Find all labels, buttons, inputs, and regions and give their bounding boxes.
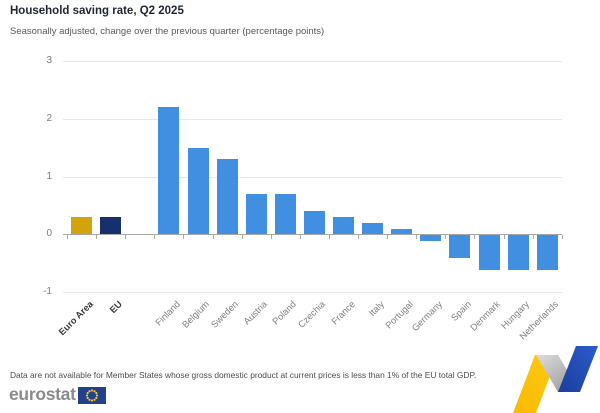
bar-netherlands[interactable] <box>536 235 558 270</box>
bar-spain[interactable] <box>449 235 471 259</box>
axis-tick <box>67 235 68 240</box>
axis-tick <box>299 235 301 240</box>
axis-tick <box>270 235 272 240</box>
y-axis-tick-label: 0 <box>46 228 52 240</box>
bar-hungary[interactable] <box>507 235 529 270</box>
y-axis-tick-label: 3 <box>46 55 52 66</box>
axis-tick <box>503 235 505 240</box>
eurostat-logo-text: eurostat <box>9 384 76 404</box>
axis-tick <box>358 235 359 240</box>
x-axis-label-belgium: Belgium <box>180 299 212 330</box>
gridline <box>63 118 562 120</box>
axis-tick <box>532 235 534 240</box>
footnote: Data are not available for Member States… <box>10 370 477 380</box>
bar-italy[interactable] <box>362 222 384 235</box>
gridline <box>63 292 562 293</box>
x-axis-label-sweden: Sweden <box>209 299 241 330</box>
chart-title: Household saving rate, Q2 2025 <box>10 5 184 17</box>
x-axis-label-euro-area: Euro Area <box>56 299 95 338</box>
axis-tick <box>212 235 214 240</box>
y-axis-tick-label: -1 <box>43 286 52 297</box>
axis-tick <box>154 235 156 240</box>
x-axis-label-finland: Finland <box>153 299 182 328</box>
bar-sweden[interactable] <box>216 159 238 235</box>
eurostat-logo: eurostat <box>9 384 106 404</box>
axis-tick <box>125 235 127 240</box>
bar-austria[interactable] <box>245 193 267 235</box>
bar-eu[interactable] <box>100 216 122 235</box>
bar-denmark[interactable] <box>478 235 500 270</box>
eu-flag-icon <box>77 387 106 404</box>
gridline <box>63 61 562 62</box>
x-axis-label-italy: Italy <box>366 299 386 319</box>
x-axis-label-spain: Spain <box>449 299 473 323</box>
bar-belgium[interactable] <box>187 147 209 235</box>
bar-france[interactable] <box>333 216 354 235</box>
axis-tick <box>416 235 418 240</box>
axis-tick <box>183 235 185 240</box>
bar-finland[interactable] <box>158 107 180 235</box>
x-axis-line <box>63 234 562 236</box>
bar-euro-area[interactable] <box>71 216 92 235</box>
x-axis-label-eu: EU <box>107 299 124 316</box>
gridline <box>63 176 562 178</box>
bar-portugal[interactable] <box>391 228 413 235</box>
axis-tick <box>561 235 563 240</box>
x-axis-label-denmark: Denmark <box>468 299 503 333</box>
bar-czechia[interactable] <box>303 211 325 235</box>
axis-tick <box>445 235 447 240</box>
eurostat-ribbon-icon <box>513 346 598 413</box>
axis-tick <box>241 235 243 240</box>
x-axis-label-poland: Poland <box>270 299 299 327</box>
axis-tick <box>387 235 389 240</box>
axis-tick <box>328 235 330 240</box>
chart-subtitle: Seasonally adjusted, change over the pre… <box>10 26 325 37</box>
flag-stars <box>85 389 98 402</box>
x-axis-label-france: France <box>329 299 357 327</box>
x-axis-label-czechia: Czechia <box>296 299 328 330</box>
axis-tick <box>96 235 98 240</box>
y-axis-tick-label: 1 <box>46 170 52 182</box>
bar-germany[interactable] <box>420 235 442 242</box>
axis-tick <box>474 235 476 240</box>
ribbon-blue-segment <box>558 346 598 392</box>
y-axis-tick-label: 2 <box>46 112 52 124</box>
x-axis-label-austria: Austria <box>241 299 270 327</box>
x-axis-label-germany: Germany <box>409 299 444 334</box>
bar-poland[interactable] <box>274 193 296 235</box>
